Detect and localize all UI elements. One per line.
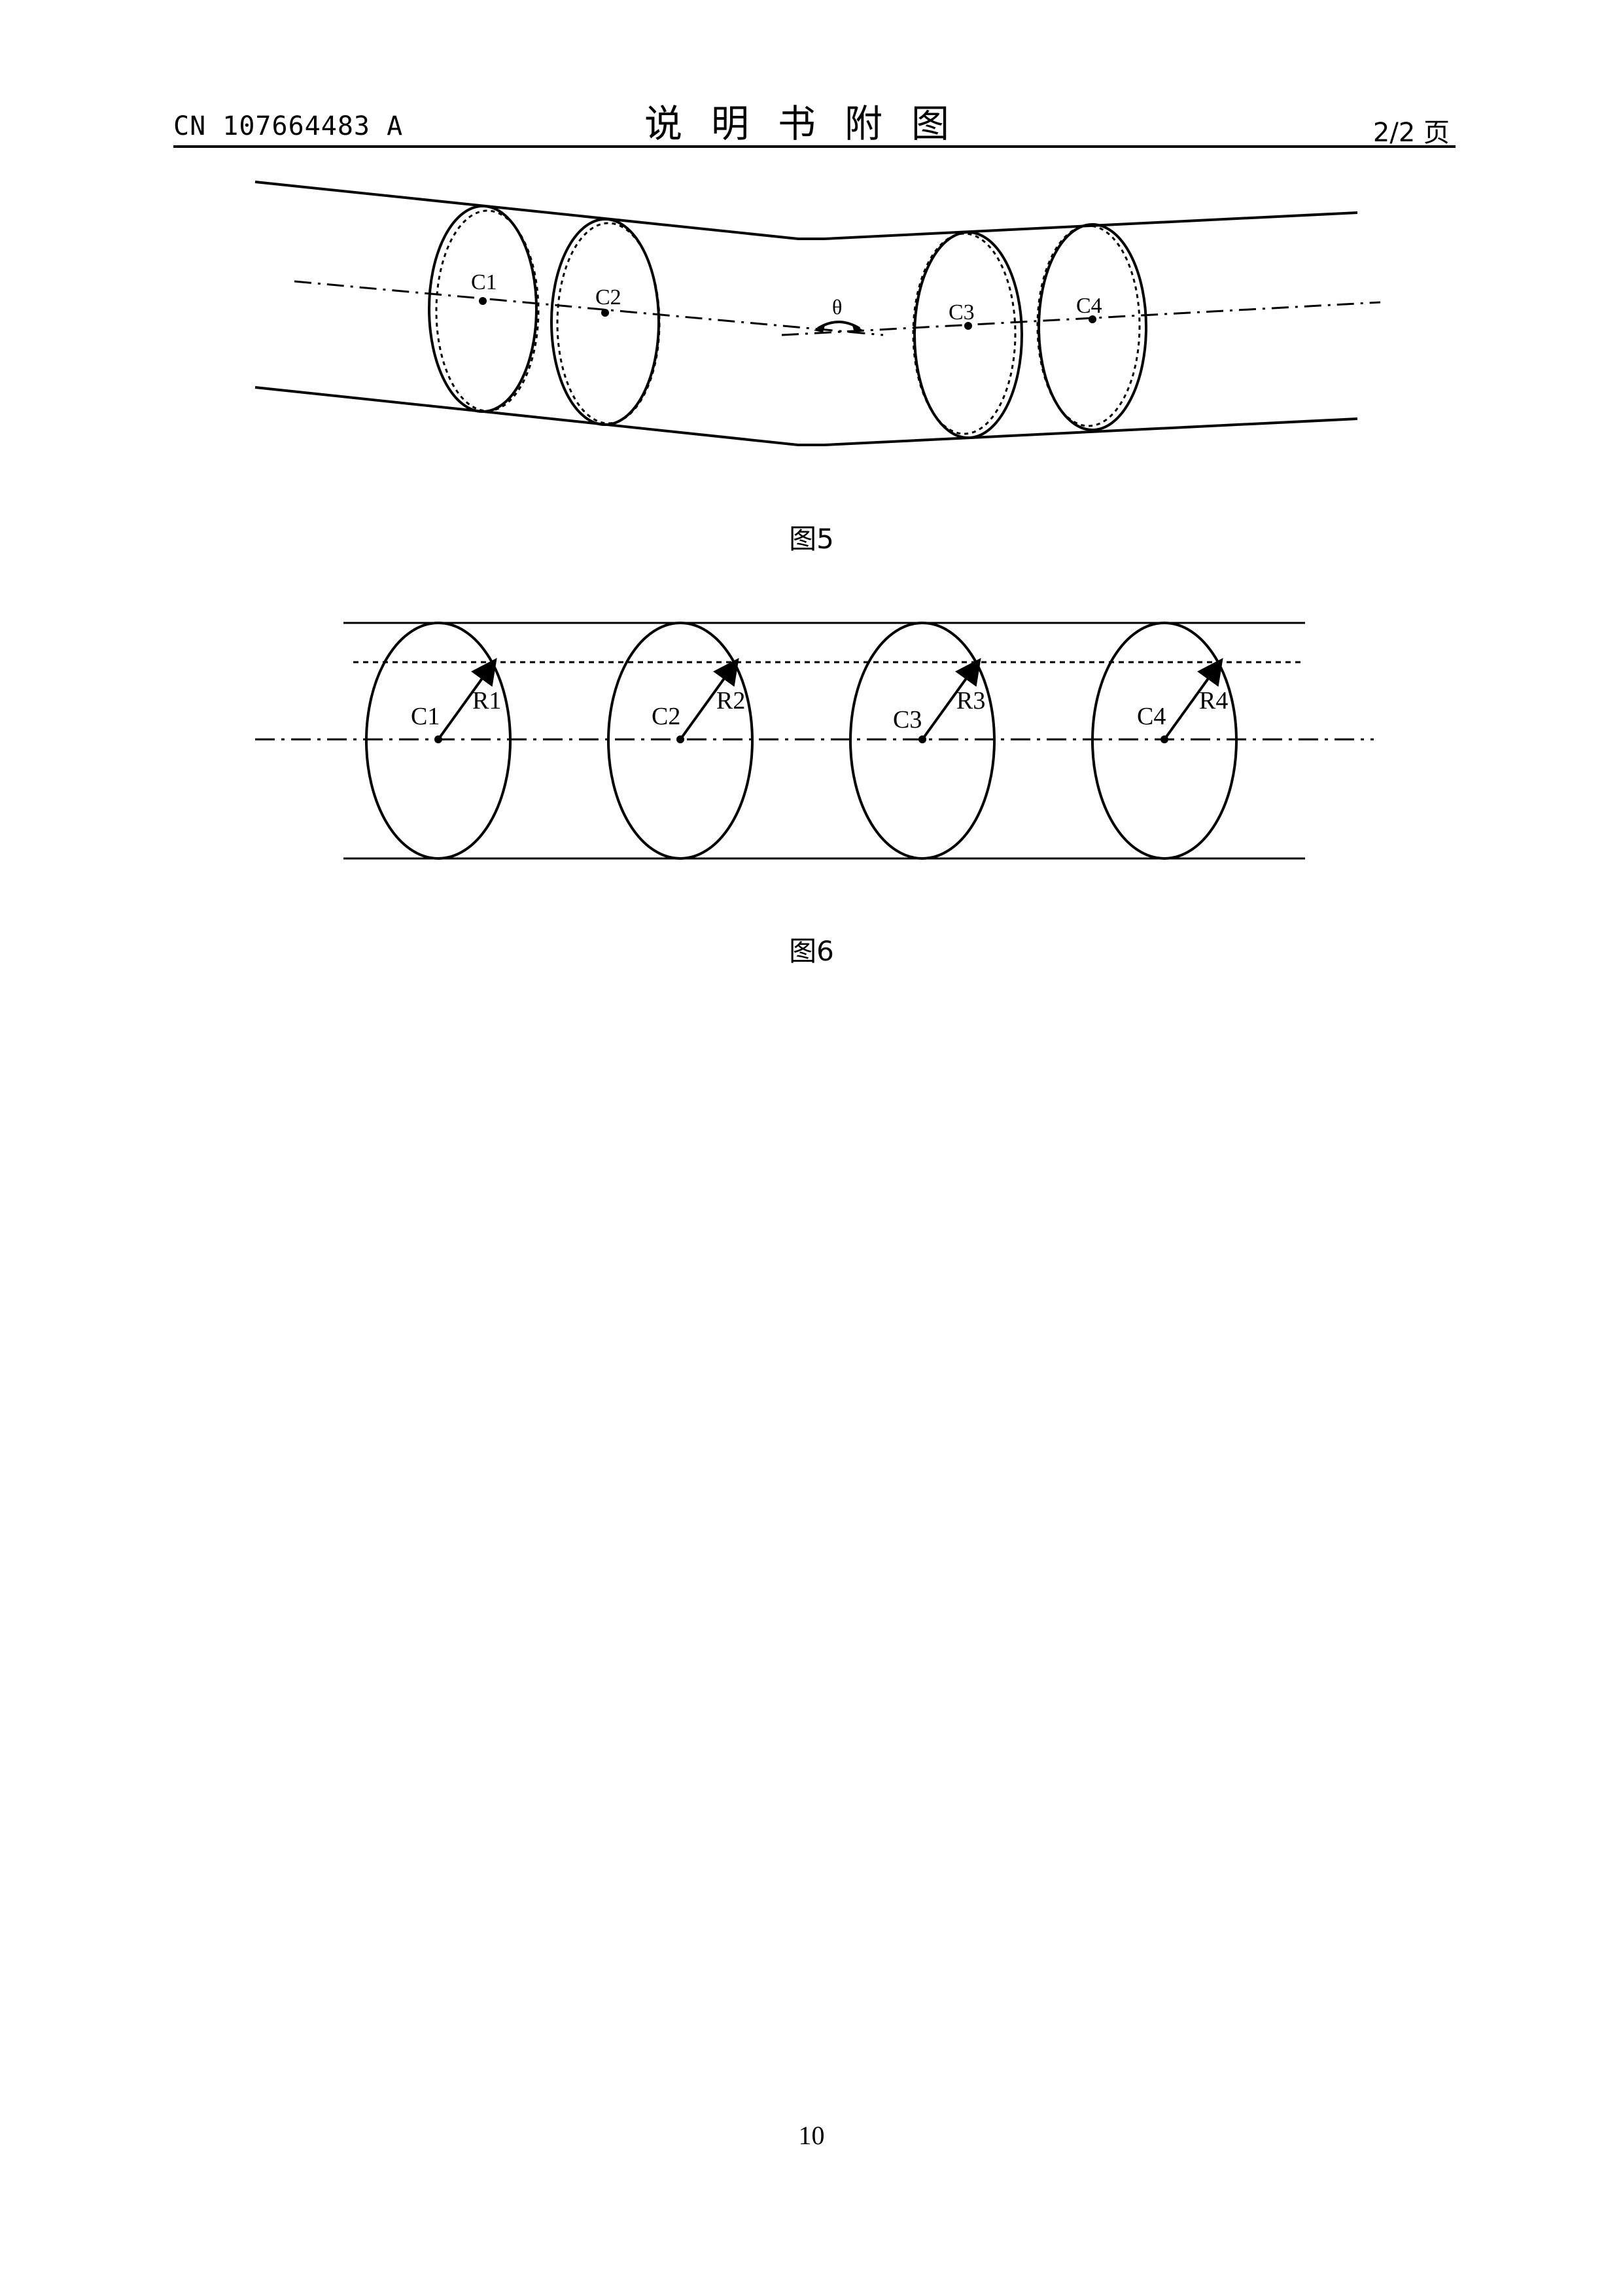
- fig5-center-c2: [601, 309, 609, 317]
- fig5-upper-wall: [255, 182, 1357, 239]
- page-number: 10: [0, 2120, 1623, 2151]
- figure-6-caption: 图6: [0, 929, 1623, 969]
- fig5-ellipse-c4: [1039, 224, 1146, 430]
- fig5-ellipse-c3: [915, 232, 1022, 438]
- fig6-center-c2: [676, 735, 684, 743]
- fig5-axis-left: [294, 281, 883, 335]
- fig6-label-r4: R4: [1199, 687, 1228, 715]
- fig6-label-r1: R1: [472, 687, 501, 715]
- publication-number: CN 107664483 A: [173, 111, 403, 141]
- fig6-label-r2: R2: [716, 687, 745, 715]
- fig5-label-c1: C1: [471, 270, 497, 294]
- figure-5-diagram: C1 C2 C3 C4 θ: [0, 157, 1623, 471]
- figure-6-diagram: C1 R1 C2 R2 C3 R3 C4 R4: [0, 589, 1623, 883]
- fig5-lower-wall: [255, 387, 1357, 445]
- fig5-label-c4: C4: [1076, 294, 1102, 318]
- fig6-label-c2: C2: [652, 703, 680, 730]
- fig6-label-c4: C4: [1137, 703, 1166, 730]
- fig6-label-c3: C3: [893, 706, 922, 733]
- figure-5-caption: 图5: [0, 517, 1623, 557]
- fig5-center-c1: [479, 297, 487, 305]
- fig6-label-c1: C1: [411, 703, 440, 730]
- page-title: 说明书附图: [628, 93, 994, 148]
- fig5-label-c2: C2: [595, 285, 621, 309]
- page-indicator: 2/2 页: [1373, 111, 1450, 149]
- fig5-angle-arrow-left: [814, 323, 826, 332]
- fig5-label-c3: C3: [949, 300, 975, 325]
- fig6-center-c4: [1161, 735, 1168, 743]
- fig6-label-r3: R3: [956, 687, 985, 715]
- header-rule: [173, 145, 1456, 148]
- fig5-ellipse-c1: [429, 206, 536, 412]
- fig6-center-c1: [434, 735, 442, 743]
- fig5-angle-label: θ: [832, 295, 842, 319]
- fig6-center-c3: [918, 735, 926, 743]
